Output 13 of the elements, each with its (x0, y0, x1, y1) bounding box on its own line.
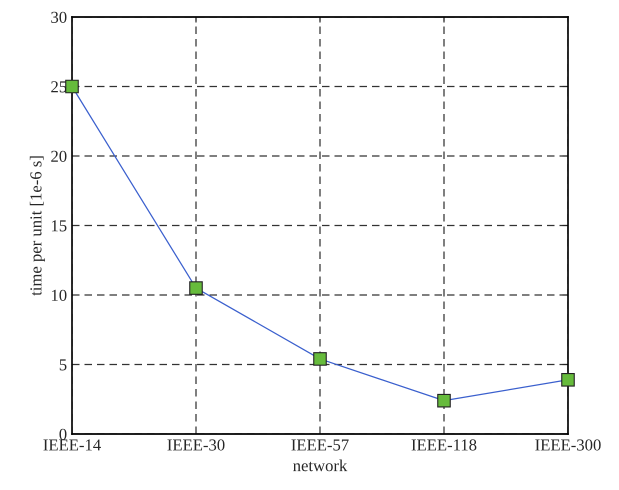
x-tick-label: IEEE-14 (43, 439, 101, 450)
y-tick-label: 10 (52, 290, 67, 301)
y-tick-label: 20 (51, 150, 67, 162)
y-tick-label: 30 (51, 12, 67, 23)
y-axis-title: time per unit [1e-6 s] (30, 156, 45, 296)
x-tick-label: IEEE-300 (535, 439, 601, 451)
x-tick-label: IEEE-30 (167, 439, 225, 451)
y-tick-label: 15 (52, 220, 66, 232)
y-tick-label: 5 (60, 359, 66, 370)
x-axis-title: network (293, 460, 348, 472)
x-tick-label: IEEE-57 (291, 440, 349, 451)
y-tick-label: 0 (59, 428, 67, 440)
x-tick-label: IEEE-118 (412, 439, 476, 451)
